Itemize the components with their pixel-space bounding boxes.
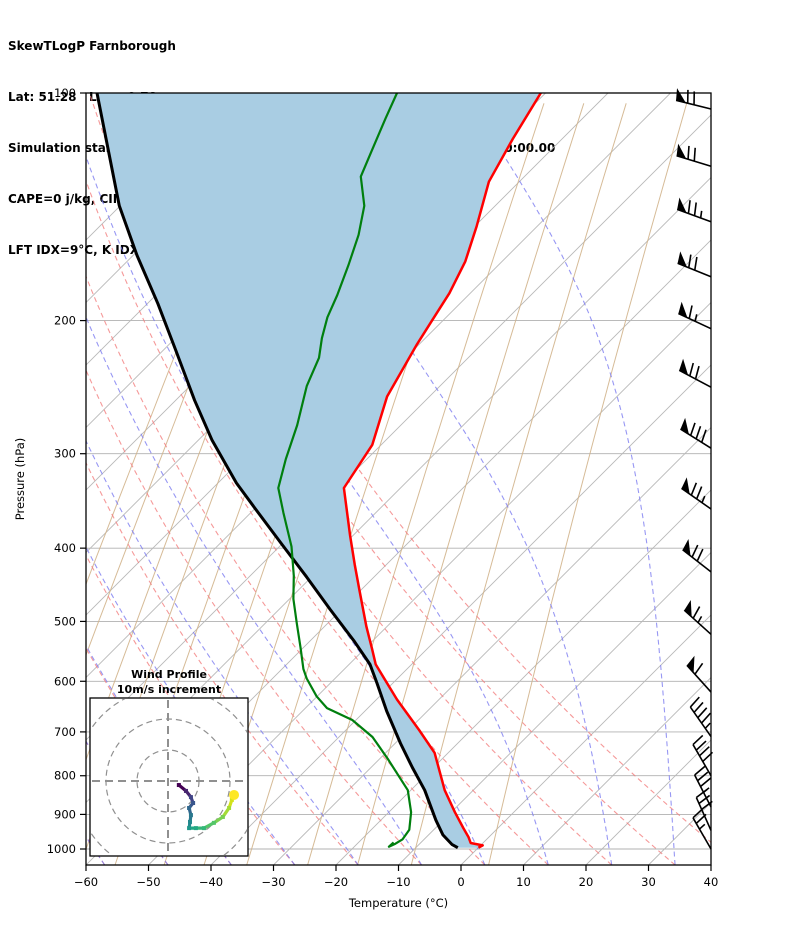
- pressure-tick-label: 500: [54, 614, 76, 628]
- wind-barb: [676, 197, 712, 223]
- pressure-tick-label: 700: [54, 725, 76, 739]
- wind-barb: [680, 417, 712, 449]
- wind-barb: [686, 655, 712, 693]
- profile-curves: [95, 93, 542, 850]
- pressure-tick-label: 400: [54, 541, 76, 555]
- temperature-tick-label: −40: [199, 875, 223, 889]
- pressure-tick-label: 900: [54, 807, 76, 821]
- wind-barb: [676, 143, 712, 168]
- hodograph-trace-point: [187, 826, 192, 831]
- hodograph-trace-point: [193, 826, 198, 831]
- temperature-tick-label: 30: [641, 875, 656, 889]
- temperature-tick-label: 20: [579, 875, 594, 889]
- temperature-tick-label: 10: [516, 875, 531, 889]
- wind-barb: [681, 477, 712, 510]
- pressure-tick-label: 600: [54, 674, 76, 688]
- pressure-tick-label: 200: [54, 314, 76, 328]
- hodograph-trace-point: [229, 797, 234, 802]
- hodograph-trace-point: [176, 783, 181, 788]
- hodograph-subtitle: 10m/s increment: [117, 683, 221, 696]
- hodograph-trace-point: [220, 814, 225, 819]
- dewpoint-curve: [277, 93, 413, 848]
- wind-barb: [683, 599, 712, 635]
- wind-barb: [692, 734, 714, 777]
- hodograph-trace-point: [183, 788, 188, 793]
- temperature-curve: [342, 93, 542, 849]
- hodograph-trace-end: [229, 789, 240, 800]
- hodograph-trace-point: [211, 820, 216, 825]
- hodograph-trace-point: [227, 805, 232, 810]
- pressure-tick-label: 800: [54, 769, 76, 783]
- temperature-axis-label: Temperature (°C): [348, 896, 448, 910]
- pressure-axis-label: Pressure (hPa): [13, 438, 27, 521]
- wind-barbs: [675, 88, 714, 850]
- hodograph-trace-point: [187, 805, 192, 810]
- temperature-tick-label: −10: [386, 875, 410, 889]
- wind-barb: [682, 539, 712, 573]
- hodograph-trace-point: [191, 801, 196, 806]
- temperature-tick-label: −50: [136, 875, 160, 889]
- temperature-tick-label: −60: [74, 875, 98, 889]
- wind-barb: [689, 696, 712, 738]
- wind-barb: [695, 788, 713, 831]
- temperature-tick-label: 40: [704, 875, 719, 889]
- wind-barb: [678, 301, 712, 330]
- temperature-tick-label: 0: [457, 875, 464, 889]
- hodograph-trace-point: [201, 826, 206, 831]
- temperature-tick-label: −30: [261, 875, 285, 889]
- pressure-tick-label: 1000: [47, 842, 76, 856]
- hodograph-trace-point: [188, 813, 193, 818]
- wind-barb: [693, 765, 712, 808]
- wind-barb: [692, 808, 712, 850]
- cape-shading: [97, 93, 541, 848]
- wind-barb: [678, 358, 712, 388]
- hodograph-inset: Wind Profile 10m/s increment: [89, 668, 249, 857]
- pressure-tick-label: 300: [54, 447, 76, 461]
- chart-title: SkewTLogP Farnborough: [8, 39, 176, 53]
- temperature-tick-label: −20: [324, 875, 348, 889]
- wind-barb: [677, 251, 712, 278]
- reference-curve: [95, 93, 459, 850]
- wind-barb: [675, 88, 712, 110]
- hodograph-trace-point: [188, 795, 193, 800]
- hodograph-trace-point: [188, 819, 193, 824]
- hodograph-title: Wind Profile: [131, 668, 207, 681]
- pressure-tick-label: 100: [54, 86, 76, 100]
